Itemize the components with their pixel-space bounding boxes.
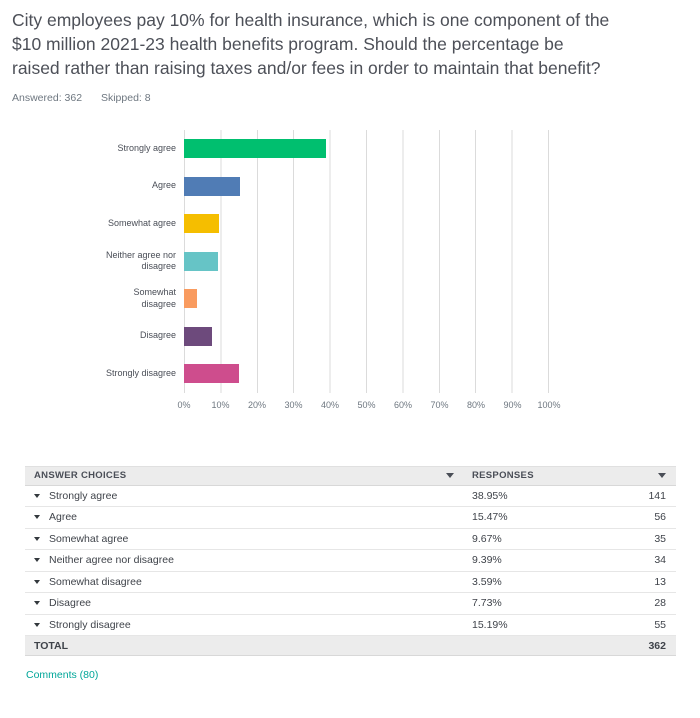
response-percent: 15.19% <box>472 618 508 631</box>
table-row: Somewhat agree 9.67% 35 <box>25 529 676 550</box>
answered-count: Answered: 362 <box>12 92 83 104</box>
response-percent: 3.59% <box>472 575 502 588</box>
bar-neither[interactable] <box>184 251 219 271</box>
table-row: Strongly agree 38.95% 141 <box>25 486 676 507</box>
answer-choice-label: Agree <box>49 511 78 524</box>
expand-row-caret-icon[interactable] <box>34 536 40 541</box>
x-tick-label: 50% <box>357 399 376 410</box>
response-count: 28 <box>654 597 666 610</box>
chart-category-labels: Strongly agree Agree Somewhat agree Neit… <box>104 130 184 393</box>
x-tick-label: 30% <box>284 399 303 410</box>
bar-row <box>184 280 548 318</box>
page-title: City employees pay 10% for health insura… <box>12 8 688 80</box>
table-header-row: ANSWER CHOICES RESPONSES <box>25 466 676 486</box>
x-tick-label: 90% <box>503 399 522 410</box>
chart-category-label: Neither agree nor disagree <box>105 249 176 272</box>
responses-header-cell: RESPONSES <box>462 470 676 481</box>
answer-choice-label: Strongly agree <box>49 489 118 502</box>
total-row: TOTAL 362 <box>25 636 676 656</box>
answer-choice-label: Disagree <box>49 597 92 610</box>
response-percent: 38.95% <box>472 489 508 502</box>
expand-row-caret-icon[interactable] <box>34 515 40 520</box>
response-percent: 9.67% <box>472 532 502 545</box>
response-count: 55 <box>654 618 666 631</box>
response-percent: 9.39% <box>472 554 502 567</box>
bar-row <box>184 130 548 168</box>
chart-category-label: Disagree <box>139 330 176 341</box>
answer-choice-label: Neither agree nor disagree <box>49 554 174 567</box>
bar-disagree[interactable] <box>184 326 213 346</box>
total-value: 362 <box>648 639 666 652</box>
comments-row: Comments (80) <box>26 669 688 681</box>
x-tick-label: 100% <box>537 399 561 410</box>
bar-row <box>184 168 548 206</box>
title-line-2: $10 million 2021-23 health benefits prog… <box>12 34 564 54</box>
table-row: Strongly disagree 15.19% 55 <box>25 615 676 636</box>
bar-row <box>184 205 548 243</box>
expand-row-caret-icon[interactable] <box>34 558 40 563</box>
chart-category-label: Strongly disagree <box>105 367 176 378</box>
answer-choices-header-label: ANSWER CHOICES <box>34 470 127 481</box>
total-label: TOTAL <box>34 639 69 652</box>
response-count: 34 <box>654 554 666 567</box>
bar-agree[interactable] <box>184 176 241 196</box>
responses-header-label: RESPONSES <box>472 470 534 481</box>
comments-link[interactable]: Comments (80) <box>26 669 99 681</box>
table-row: Somewhat disagree 3.59% 13 <box>25 572 676 593</box>
bar-strongly-agree[interactable] <box>184 139 326 159</box>
x-tick-label: 60% <box>393 399 413 410</box>
response-stats: Answered: 362 Skipped: 8 <box>12 92 688 104</box>
title-line-3: raised rather than raising taxes and/or … <box>12 58 601 78</box>
response-count: 56 <box>654 511 666 524</box>
expand-row-caret-icon[interactable] <box>34 579 40 584</box>
expand-row-caret-icon[interactable] <box>34 493 40 498</box>
table-row: Neither agree nor disagree 9.39% 34 <box>25 550 676 572</box>
bar-row <box>184 355 548 393</box>
answer-choice-label: Somewhat agree <box>49 532 129 545</box>
response-count: 13 <box>654 575 666 588</box>
chart-category-label: Somewhat disagree <box>133 287 176 309</box>
x-tick-label: 20% <box>247 399 267 410</box>
x-tick-label: 70% <box>430 399 449 410</box>
chart-category-label: Agree <box>151 180 176 191</box>
bar-row <box>184 318 548 356</box>
bar-strongly-disagree[interactable] <box>184 364 240 384</box>
chart-category-label: Somewhat agree <box>107 217 176 228</box>
column-menu-caret-icon[interactable] <box>658 473 666 478</box>
table-row: Disagree 7.73% 28 <box>25 593 676 615</box>
response-count: 141 <box>648 489 666 502</box>
x-axis: 0% 10% 20% 30% 40% 50% 60% 70% 80% 90% 1… <box>177 399 560 414</box>
response-count: 35 <box>654 532 666 545</box>
bar-somewhat-disagree[interactable] <box>184 289 198 309</box>
x-tick-label: 80% <box>466 399 486 410</box>
title-line-1: City employees pay 10% for health insura… <box>12 10 610 30</box>
x-tick-label: 40% <box>320 399 340 410</box>
answer-choices-header-cell: ANSWER CHOICES <box>25 470 462 481</box>
column-menu-caret-icon[interactable] <box>446 473 454 478</box>
results-table: ANSWER CHOICES RESPONSES Strongly agree … <box>25 465 676 656</box>
bar-chart: Strongly agree Agree Somewhat agree Neit… <box>104 130 688 393</box>
x-tick-label: 0% <box>177 399 191 410</box>
answer-choice-label: Somewhat disagree <box>49 575 142 588</box>
table-row: Agree 15.47% 56 <box>25 507 676 529</box>
expand-row-caret-icon[interactable] <box>34 622 40 627</box>
response-percent: 15.47% <box>472 511 508 524</box>
response-percent: 7.73% <box>472 597 502 610</box>
bar-row <box>184 243 548 281</box>
answer-choice-label: Strongly disagree <box>49 618 131 631</box>
chart-plot-area <box>184 130 549 393</box>
x-tick-label: 10% <box>211 399 230 410</box>
chart-category-label: Strongly agree <box>117 142 176 153</box>
survey-results-page: City employees pay 10% for health insura… <box>12 8 688 681</box>
skipped-count: Skipped: 8 <box>100 92 151 104</box>
expand-row-caret-icon[interactable] <box>34 601 40 606</box>
bar-somewhat-agree[interactable] <box>184 214 220 234</box>
